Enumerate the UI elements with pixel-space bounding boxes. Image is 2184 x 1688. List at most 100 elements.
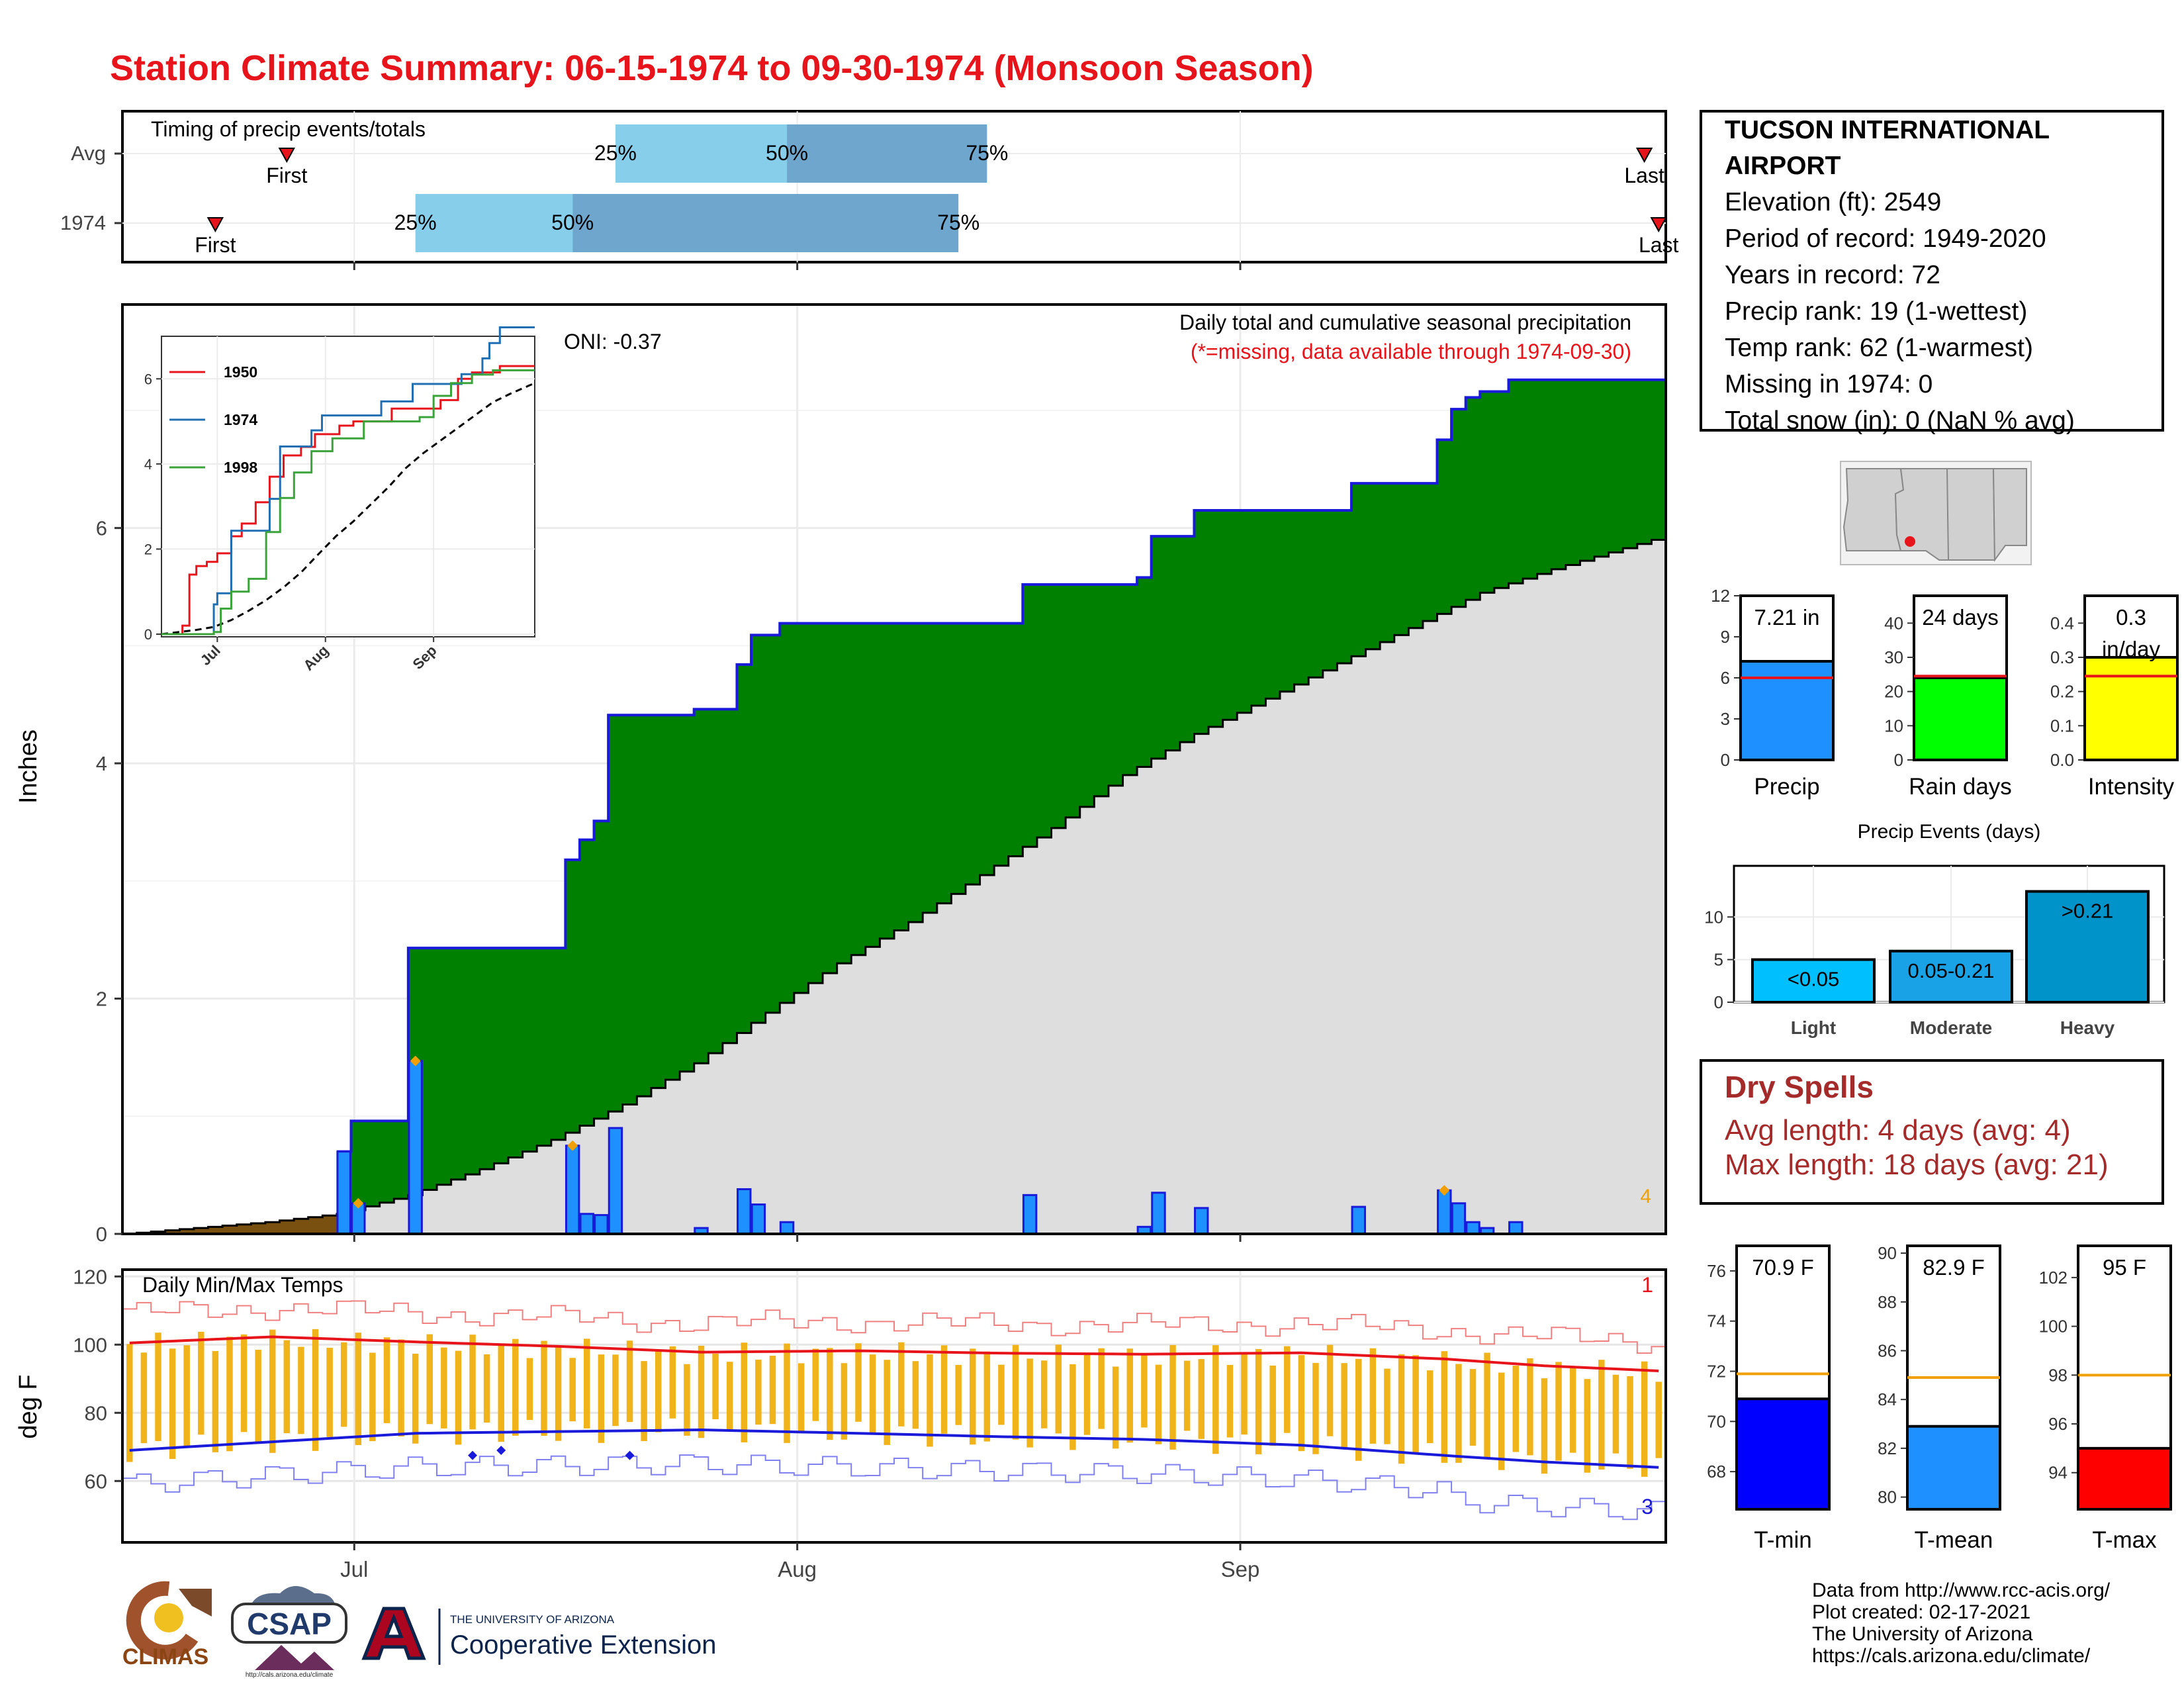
dry-spells-avg: Avg length: 4 days (avg: 4) (1725, 1114, 2071, 1147)
page-title: Station Climate Summary: 06-15-1974 to 0… (110, 48, 1314, 88)
daily-precip-bar (608, 1127, 623, 1235)
daily-temp-range-bar (841, 1363, 848, 1440)
events-bar-light (1751, 958, 1876, 1004)
timing-bar-q25-q50 (415, 194, 573, 252)
daily-temp-range-bar (1527, 1358, 1533, 1456)
temps-frame (121, 1268, 1667, 1544)
daily-temp-range-bar (1598, 1360, 1605, 1470)
panel-value-text-1: 24 days (1922, 605, 1999, 630)
timing-label-q50: 50% (551, 211, 594, 234)
daily-temp-range-bar (212, 1350, 219, 1452)
temps-marks (122, 1300, 1666, 1521)
panel-tick-label-2: 102 (2039, 1268, 2068, 1288)
panel-tick-label-1: 86 (1878, 1340, 1897, 1360)
daily-temp-range-bar (669, 1346, 676, 1419)
daily-temp-range-bar (655, 1349, 662, 1432)
ua-a-mark (361, 1607, 426, 1660)
normal-cumulative-line (122, 538, 1666, 1235)
panel-tick-label-1: 90 (1878, 1243, 1897, 1263)
csap-wordmark: CSAP (247, 1607, 332, 1641)
station-detail-6: Total snow (in): 0 (NaN % avg) (1725, 406, 2075, 435)
daily-temp-range-bar (1155, 1364, 1162, 1444)
station-info-box: TUCSON INTERNATIONAL AIRPORT Elevation (… (1700, 110, 2164, 435)
precip-ytick-label-1: 2 (96, 988, 107, 1011)
map-region-west (1843, 468, 1905, 551)
daily-temp-range-bar (1126, 1348, 1134, 1443)
panel-label-0: T-min (1754, 1527, 1812, 1553)
daily-temp-range-bar (298, 1346, 304, 1434)
csap-logo: CSAP http://cals.arizona.edu/climate (231, 1586, 347, 1678)
timing-label-q25: 25% (594, 141, 637, 165)
panel-tick-label-0: 9 (1721, 627, 1730, 647)
timing-label-first: First (195, 233, 236, 257)
daily-temp-range-bar (1098, 1348, 1105, 1429)
record-low-marker (496, 1445, 506, 1455)
csap-url: http://cals.arizona.edu/climate (246, 1671, 334, 1678)
daily-temp-range-bar (1455, 1364, 1462, 1463)
panel-tick-label-0: 12 (1711, 586, 1730, 606)
daily-precip-bar (1194, 1207, 1209, 1235)
events-ytick-label-1: 5 (1714, 950, 1723, 970)
daily-temp-range-bar (626, 1340, 633, 1423)
panel-tick-label-0: 74 (1707, 1311, 1726, 1331)
record-low-marker (625, 1450, 635, 1460)
daily-temp-range-bar (226, 1336, 233, 1452)
panel-tick-label-1: 82 (1878, 1438, 1897, 1458)
daily-temp-range-bar (855, 1343, 862, 1422)
daily-temp-range-bar (1112, 1366, 1119, 1449)
daily-temp-range-bar (726, 1362, 733, 1430)
events-ytick-label-0: 10 (1704, 907, 1723, 927)
dry-spells-max: Max length: 18 days (avg: 21) (1725, 1149, 2109, 1181)
events-title: Precip Events (days) (1858, 821, 2041, 843)
daily-temp-range-bar (940, 1345, 948, 1434)
daily-temp-range-bar (1469, 1369, 1477, 1446)
daily-temp-range-bar (1012, 1344, 1019, 1440)
daily-temp-range-bar (1641, 1361, 1648, 1477)
daily-temp-range-bar (970, 1348, 976, 1445)
inset-ytick-label-0: 0 (144, 626, 152, 643)
timing-title: Timing of precip events/totals (151, 117, 426, 141)
panel-tick-label-2: 0.1 (2050, 716, 2074, 735)
daily-temp-range-bar (1241, 1352, 1248, 1435)
daily-temp-range-bar (512, 1338, 519, 1436)
map-region-newmexico (1992, 468, 2027, 563)
daily-temp-range-bar (1212, 1345, 1219, 1454)
daily-temp-range-bar (1083, 1354, 1091, 1435)
panel-tick-label-1: 0 (1894, 750, 1903, 770)
daily-temp-range-bar (1326, 1344, 1334, 1436)
avg-max-line (129, 1335, 1659, 1372)
panel-value-bar-2 (2083, 656, 2179, 761)
daily-temp-range-bar (340, 1342, 347, 1427)
daily-temp-range-bar (569, 1358, 576, 1422)
daily-temp-range-bar (1512, 1366, 1520, 1452)
precip-areas (122, 378, 1666, 1235)
daily-temp-range-bar (355, 1333, 362, 1446)
station-location-marker (1905, 536, 1915, 547)
daily-temp-range-bar (1269, 1365, 1276, 1446)
panel-value-bar-2 (2077, 1446, 2172, 1511)
daily-temp-range-bar (784, 1343, 790, 1443)
events-category-0: Light (1791, 1017, 1836, 1038)
daily-temp-range-bar (912, 1361, 919, 1429)
ua-cooperative-extension-logo: THE UNIVERSITY OF ARIZONA Cooperative Ex… (361, 1607, 716, 1665)
panel-tick-label-0: 3 (1721, 709, 1730, 729)
daily-temp-range-bar (326, 1348, 333, 1437)
daily-temp-range-bar (483, 1354, 490, 1423)
panel-value-text-0: 70.9 F (1752, 1255, 1814, 1280)
oni-value: ONI: -0.37 (564, 330, 662, 353)
temps-ytick-label-0: 60 (85, 1470, 107, 1493)
daily-temp-range-bar (869, 1354, 876, 1434)
precip-ytick-label-3: 6 (96, 517, 107, 540)
inset-series-1974 (161, 326, 535, 635)
daily-temp-range-bar (1141, 1354, 1148, 1428)
daily-temp-range-bar (1069, 1364, 1076, 1450)
ua-small-text: THE UNIVERSITY OF ARIZONA (450, 1613, 615, 1626)
precip-ytick-label-2: 4 (96, 752, 107, 775)
daily-temp-range-bar (1055, 1344, 1062, 1434)
panel-tick-label-1: 88 (1878, 1292, 1897, 1312)
daily-temp-range-bar (741, 1342, 748, 1442)
daily-temp-range-bar (1298, 1355, 1305, 1452)
station-detail-0: Elevation (ft): 2549 (1725, 188, 1942, 216)
daily-temp-range-bar (1555, 1362, 1562, 1461)
events-bar-heavy (2025, 890, 2150, 1004)
